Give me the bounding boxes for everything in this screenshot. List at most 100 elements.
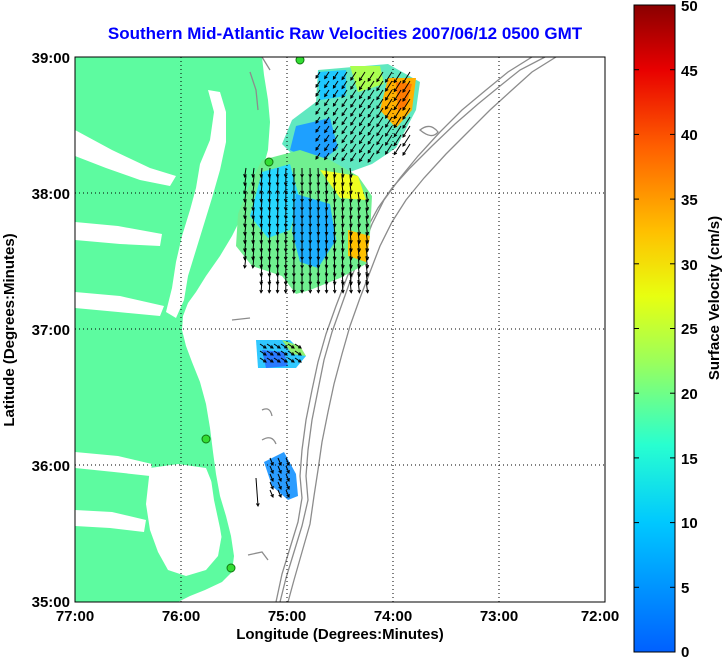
velocity-vector: [350, 134, 357, 144]
velocity-vector: [349, 215, 352, 227]
velocity-vector-head: [402, 124, 406, 129]
velocity-vector-head: [243, 182, 247, 187]
velocity-vector: [376, 134, 384, 145]
velocity-vector-head: [324, 138, 328, 143]
colorbar-tick-label: 25: [681, 321, 698, 338]
velocity-vector-head: [349, 173, 353, 178]
velocity-vector-head: [286, 477, 290, 482]
velocity-vector: [333, 255, 336, 268]
velocity-vector: [280, 357, 288, 363]
velocity-vector: [359, 125, 366, 135]
velocity-vector-head: [315, 128, 319, 133]
velocity-vector: [333, 239, 336, 252]
velocity-vector-head: [341, 94, 345, 99]
velocity-vector: [341, 263, 344, 277]
velocity-vector: [341, 191, 344, 202]
velocity-vector-head: [393, 79, 398, 84]
velocity-vector: [393, 134, 402, 146]
velocity-vector: [402, 89, 411, 102]
velocity-vector: [402, 125, 411, 138]
velocity-vector: [276, 183, 279, 194]
velocity-vector: [349, 247, 352, 260]
velocity-vector: [260, 215, 263, 227]
colorbar-tick-label: 50: [681, 0, 698, 15]
velocity-vector-head: [385, 96, 389, 101]
velocity-vector: [332, 152, 339, 161]
velocity-vector: [341, 231, 344, 244]
velocity-vector: [325, 175, 328, 186]
velocity-vector: [357, 215, 360, 227]
velocity-vector-head: [278, 469, 282, 474]
velocity-vector: [332, 134, 339, 143]
velocity-vector-head: [269, 359, 274, 363]
velocity-vector: [376, 80, 384, 91]
velocity-vector: [315, 125, 321, 133]
velocity-vector: [365, 215, 369, 227]
velocity-vector: [341, 247, 344, 260]
velocity-vector-head: [315, 101, 319, 106]
velocity-vector: [268, 183, 271, 194]
velocity-vector: [393, 107, 402, 119]
velocity-vector: [252, 199, 255, 211]
velocity-vector: [252, 223, 255, 235]
velocity-vector: [324, 98, 330, 106]
velocity-vector-head: [324, 289, 329, 294]
velocity-vector: [260, 255, 263, 268]
velocity-vector-head: [358, 131, 363, 136]
velocity-vector: [376, 71, 384, 82]
velocity-vector: [341, 116, 348, 125]
velocity-vector: [365, 279, 369, 293]
velocity-vector: [341, 125, 348, 134]
velocity-vector-head: [283, 345, 288, 349]
velocity-vector-head: [262, 352, 267, 356]
velocity-vector-head: [367, 158, 372, 163]
velocity-vector-head: [270, 469, 274, 474]
velocity-vector-head: [376, 114, 380, 119]
velocity-vector: [268, 167, 271, 177]
velocity-vector: [294, 343, 302, 349]
velocity-vector: [244, 175, 247, 186]
velocity-vector: [244, 207, 247, 219]
velocity-vector-head: [269, 352, 274, 356]
velocity-vector: [385, 89, 393, 101]
velocity-vector: [365, 247, 369, 260]
velocity-vector: [349, 167, 352, 178]
velocity-vector-head: [332, 84, 337, 89]
colorbar-tick-label: 20: [681, 386, 698, 403]
velocity-vector-head: [262, 359, 267, 363]
velocity-vector: [244, 199, 247, 211]
velocity-vector-head: [251, 264, 255, 269]
velocity-vector-head: [393, 106, 398, 111]
velocity-vector: [333, 271, 336, 285]
velocity-vector: [365, 231, 369, 244]
velocity-vector-head: [376, 141, 380, 146]
velocity-vector: [315, 98, 321, 106]
velocity-vector: [252, 207, 255, 219]
bathymetry-contours: [231, 57, 557, 602]
velocity-vector: [269, 473, 274, 482]
velocity-vector: [287, 350, 295, 356]
velocity-vector: [402, 143, 411, 156]
velocity-vector-head: [367, 104, 372, 109]
velocity-vector-head: [393, 151, 398, 156]
velocity-vector-head: [376, 123, 380, 128]
velocity-vector: [244, 191, 247, 202]
colorbar-tick-label: 30: [681, 257, 698, 274]
velocity-vector: [357, 247, 360, 260]
velocity-vector: [341, 80, 348, 89]
velocity-vector: [385, 143, 393, 155]
velocity-vector-head: [267, 289, 272, 294]
velocity-vector: [357, 239, 360, 252]
velocity-vector: [332, 71, 339, 80]
velocity-vector: [252, 247, 255, 260]
velocity-vector: [277, 465, 282, 474]
velocity-vector: [276, 175, 279, 186]
velocity-vector-head: [267, 173, 272, 178]
x-axis-label: Longitude (Degrees:Minutes): [236, 626, 444, 643]
map-frame: [74, 56, 606, 603]
velocity-vector: [324, 89, 330, 97]
velocity-vector-head: [340, 182, 345, 187]
velocity-vector: [350, 152, 357, 162]
velocity-vector: [385, 98, 393, 110]
velocity-vector-head: [393, 115, 398, 120]
